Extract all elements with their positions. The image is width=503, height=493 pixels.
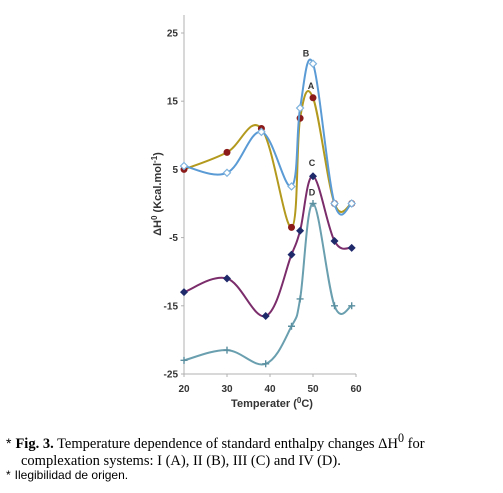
series-b-point	[257, 127, 266, 137]
series-a-label: A	[308, 81, 315, 91]
caption-fig-label: Fig. 3.	[15, 435, 54, 452]
series-c-point	[223, 274, 231, 283]
x-tick-label: 50	[307, 384, 319, 395]
series-b-point	[295, 103, 305, 113]
x-tick-label: 40	[264, 384, 276, 395]
x-tick-label: 20	[178, 384, 190, 395]
figure-caption: * Fig. 3. Temperature dependence of stand…	[6, 430, 500, 470]
y-axis-title: ΔH0 (Kcal.mol-1)	[150, 152, 164, 236]
y-tick-label: -5	[169, 233, 178, 244]
caption-sup: 0	[397, 431, 404, 445]
y-tick-label: 15	[167, 97, 179, 108]
series-d-point	[331, 302, 338, 310]
y-tick-label: 25	[167, 29, 179, 40]
series-a-point	[288, 223, 295, 231]
series-c-line	[183, 175, 353, 318]
series-c-point	[287, 250, 296, 259]
note-text: Ilegibilidad de origen.	[14, 468, 129, 482]
series-b-point	[222, 168, 232, 178]
plot-area	[183, 15, 356, 375]
series-d	[180, 200, 356, 368]
series-d-point	[223, 346, 231, 354]
series-d-point	[296, 295, 304, 303]
series-labels: A B C D	[303, 49, 316, 198]
y-tick-label: -25	[164, 370, 179, 381]
series-layer	[179, 58, 357, 368]
series-d-point	[348, 302, 356, 310]
series-b-point	[179, 161, 189, 171]
enthalpy-chart: 25 15 5 -5 -15 -25 20 30 40 50 60 A B C D Temperater…	[150, 15, 362, 410]
series-b-line	[183, 58, 353, 216]
series-a-point	[223, 148, 231, 156]
series-c	[180, 172, 356, 321]
series-b-point	[308, 59, 318, 69]
series-d-point	[288, 322, 295, 330]
series-d-point	[262, 360, 270, 368]
y-tick-label: -15	[164, 301, 179, 312]
series-c-point	[261, 312, 270, 321]
x-axis-title: Temperater (0C)	[231, 396, 313, 410]
caption-text-end: for	[404, 435, 425, 452]
series-d-point	[180, 356, 188, 364]
series-b-point	[287, 182, 296, 191]
legibility-note: * Ilegibilidad de origen.	[6, 468, 128, 482]
series-a-point	[309, 94, 317, 102]
caption-asterisk: *	[6, 434, 12, 451]
series-d-line	[183, 202, 353, 366]
series-d-label: D	[309, 188, 316, 198]
y-tick-label: 5	[172, 165, 178, 176]
caption-line-2: complexation systems: I (A), II (B), III…	[21, 452, 341, 469]
series-a	[180, 90, 356, 231]
series-d-point	[309, 200, 317, 207]
x-tick-labels: 20 30 40 50 60	[178, 374, 362, 395]
x-tick-label: 60	[350, 384, 362, 395]
series-b	[179, 58, 357, 216]
series-b-point	[347, 199, 357, 208]
series-c-label: C	[309, 158, 316, 168]
series-c-point	[330, 237, 339, 246]
x-tick-label: 30	[221, 384, 233, 395]
series-b-point	[330, 199, 339, 208]
caption-text: Temperature dependence of standard entha…	[53, 435, 398, 452]
series-b-label: B	[303, 49, 310, 59]
series-c-point	[309, 172, 317, 181]
y-tick-labels: 25 15 5 -5 -15 -25	[164, 29, 184, 381]
series-c-point	[296, 226, 305, 235]
series-c-point	[347, 243, 356, 252]
series-c-point	[180, 288, 188, 297]
series-a-line	[183, 90, 353, 229]
note-asterisk: *	[6, 468, 11, 482]
